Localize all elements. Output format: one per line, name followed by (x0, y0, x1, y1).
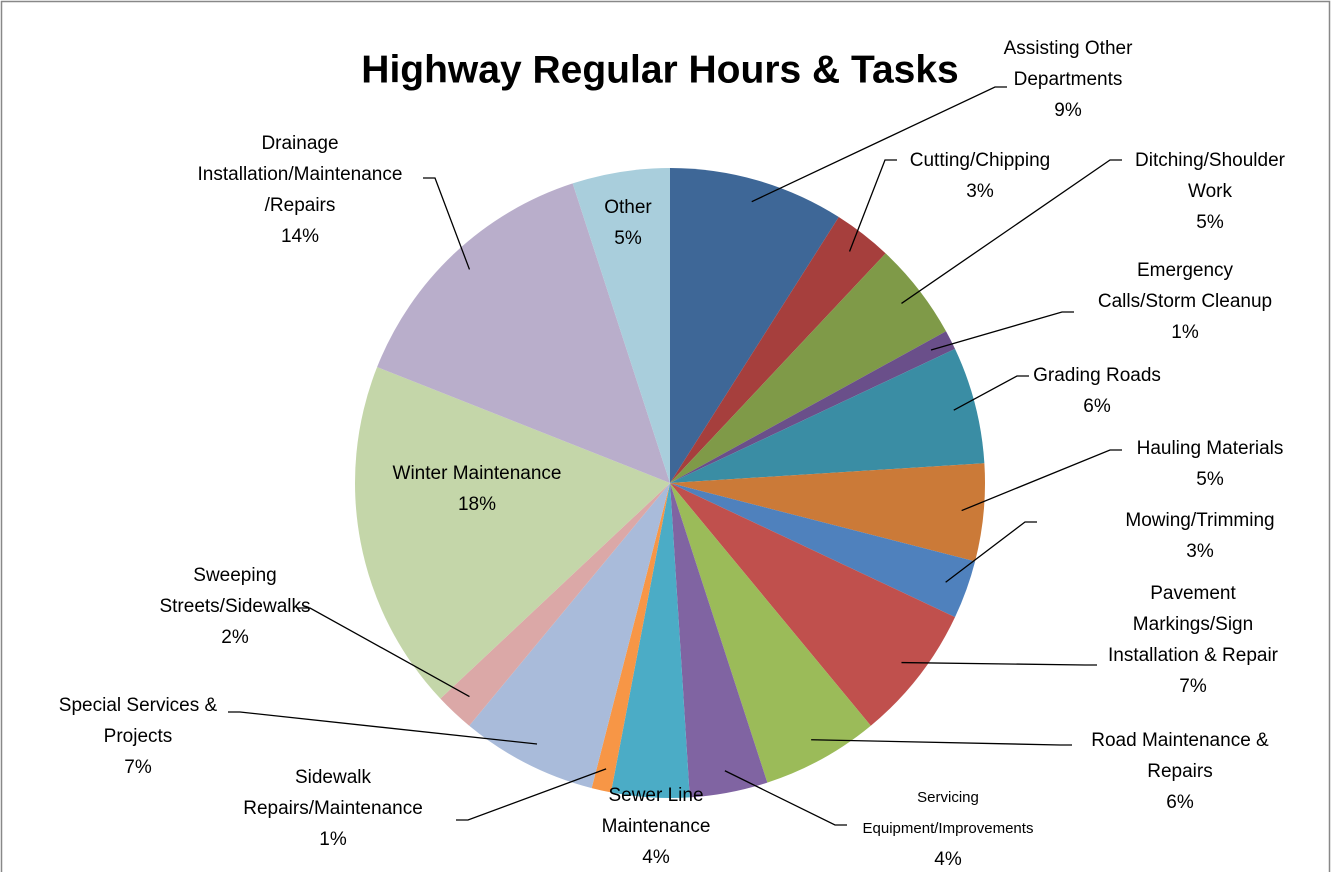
leader-line (848, 159, 897, 252)
category-label: Emergency Calls/Storm Cleanup (1097, 260, 1273, 312)
pie-slice (377, 183, 670, 484)
pie-slice (670, 483, 956, 726)
category-label: Winter Maintenance (392, 463, 562, 484)
leader-line (228, 711, 538, 745)
leader-line (423, 177, 471, 270)
pie-slice (670, 483, 768, 798)
category-label: Ditching/Shoulder Work (1135, 150, 1285, 202)
value-label: 5% (1196, 469, 1224, 490)
value-label: 5% (614, 228, 642, 249)
value-label: 3% (966, 181, 994, 202)
data-label: Grading Roads 6% (937, 360, 1257, 422)
category-label: Grading Roads (1033, 365, 1161, 386)
value-label: 2% (221, 627, 249, 648)
data-label: Special Services & Projects 7% (0, 690, 298, 783)
data-label: Sidewalk Repairs/Maintenance 1% (173, 762, 493, 855)
pie-slice (670, 217, 886, 484)
leader-line (901, 159, 1122, 304)
leader-line (298, 607, 470, 698)
leader-line (930, 311, 1074, 351)
value-label: 4% (642, 847, 670, 868)
data-label: Hauling Materials 5% (1050, 433, 1331, 495)
category-label: Sweeping Streets/Sidewalks (159, 565, 311, 617)
pie-slice (610, 483, 690, 799)
category-label: Hauling Materials (1136, 438, 1284, 459)
category-label: Sidewalk Repairs/Maintenance (243, 767, 423, 819)
pie-slice (469, 483, 670, 789)
data-label: Emergency Calls/Storm Cleanup 1% (1025, 255, 1331, 348)
value-label: 14% (280, 226, 320, 247)
category-label: Other (604, 197, 652, 218)
category-label: Road Maintenance & Repairs (1091, 730, 1269, 782)
pie-slice (670, 331, 956, 483)
data-label: Ditching/Shoulder Work 5% (1050, 145, 1331, 238)
leader-line (724, 770, 847, 826)
data-label: Winter Maintenance 18% (317, 458, 637, 520)
value-label: 6% (1166, 792, 1194, 813)
leader-line (811, 739, 1072, 746)
pie-slice (670, 168, 839, 483)
category-label: Servicing Equipment/Improvements (862, 789, 1034, 837)
category-label: Mowing/Trimming (1125, 510, 1275, 531)
data-label: Drainage Installation/Maintenance /Repai… (140, 128, 460, 252)
chart-title: Highway Regular Hours & Tasks (361, 48, 958, 91)
category-label: Assisting Other Departments (1003, 38, 1133, 90)
pie-slice (670, 348, 985, 483)
pie-slice (670, 483, 871, 783)
data-label: Sweeping Streets/Sidewalks 2% (75, 560, 395, 653)
category-label: Drainage Installation/Maintenance /Repai… (197, 133, 403, 216)
value-label: 9% (1054, 100, 1082, 121)
value-label: 4% (934, 849, 962, 870)
pie-slice (572, 168, 670, 483)
value-label: 18% (457, 494, 497, 515)
data-label: Cutting/Chipping 3% (820, 145, 1140, 207)
data-label: Mowing/Trimming 3% (1040, 505, 1331, 567)
leader-line (901, 661, 1097, 666)
data-label: Sewer Line Maintenance 4% (496, 780, 816, 872)
data-label: Pavement Markings/Sign Installation & Re… (1033, 578, 1331, 702)
data-label: Assisting Other Departments 9% (908, 33, 1228, 126)
category-label: Cutting/Chipping (909, 150, 1051, 171)
pie-slice (670, 463, 985, 562)
leader-line (953, 375, 1029, 411)
data-label: Other 5% (468, 192, 788, 254)
value-label: 7% (1179, 676, 1207, 697)
leader-line (961, 449, 1122, 512)
leader-line (456, 768, 607, 821)
value-label: 1% (1171, 322, 1199, 343)
leader-line (751, 86, 1007, 203)
value-label: 6% (1083, 396, 1111, 417)
pie-slice (591, 483, 670, 793)
pie-slice (355, 367, 670, 699)
pie-slice (440, 483, 670, 726)
value-label: 1% (319, 829, 347, 850)
category-label: Special Services & Projects (58, 695, 218, 747)
category-label: Sewer Line Maintenance (601, 785, 711, 837)
value-label: 3% (1186, 541, 1214, 562)
pie-slice (670, 483, 976, 618)
category-label: Pavement Markings/Sign Installation & Re… (1107, 583, 1279, 666)
leader-line (945, 521, 1037, 583)
value-label: 7% (124, 757, 152, 778)
data-label: Road Maintenance & Repairs 6% (1020, 725, 1331, 818)
value-label: 5% (1196, 212, 1224, 233)
data-label: Servicing Equipment/Improvements 4% (788, 782, 1108, 872)
pie-slice (670, 253, 947, 483)
